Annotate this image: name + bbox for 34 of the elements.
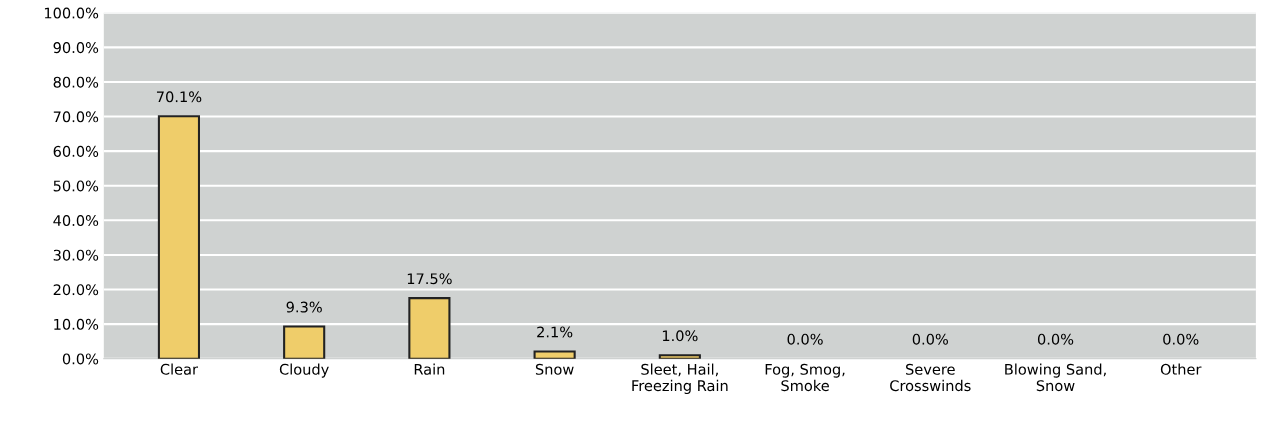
bar xyxy=(283,325,326,359)
data-label: 0.0% xyxy=(912,333,949,345)
data-label: 17.5% xyxy=(407,273,452,285)
x-tick-label: Cloudy xyxy=(279,363,329,378)
bar xyxy=(157,115,201,359)
x-tick-label: Blowing Sand, Snow xyxy=(1005,363,1106,392)
y-tick-label: 80.0% xyxy=(53,76,99,88)
data-label: 2.1% xyxy=(537,326,573,338)
x-tick-label: Severe Crosswinds xyxy=(890,363,971,392)
y-tick-label: 90.0% xyxy=(53,42,99,54)
data-label: 1.0% xyxy=(662,330,698,342)
x-tick-label: Rain xyxy=(414,363,445,375)
y-tick-label: 30.0% xyxy=(53,249,99,261)
bar xyxy=(533,350,576,359)
x-tick-label: Other xyxy=(1160,363,1202,375)
y-tick-label: 40.0% xyxy=(53,215,99,227)
data-label: 9.3% xyxy=(286,301,322,313)
data-label: 0.0% xyxy=(1163,333,1199,345)
y-tick-label: 20.0% xyxy=(53,284,99,296)
data-label: 70.1% xyxy=(156,91,202,103)
x-tick-label: Fog, Smog, Smoke xyxy=(765,363,845,392)
bar xyxy=(408,297,451,359)
data-label: 0.0% xyxy=(1037,333,1074,345)
y-tick-label: 70.0% xyxy=(53,111,99,123)
y-tick-label: 50.0% xyxy=(53,180,99,192)
y-tick-label: 60.0% xyxy=(53,145,99,157)
bar xyxy=(658,354,701,359)
data-label: 0.0% xyxy=(787,333,823,345)
y-tick-label: 100.0% xyxy=(44,7,99,19)
x-tick-label: Snow xyxy=(535,363,574,375)
x-tick-label: Sleet, Hail, Freezing Rain xyxy=(632,363,728,394)
y-tick-label: 0.0% xyxy=(62,353,99,365)
x-tick-label: Clear xyxy=(160,363,199,375)
y-tick-label: 10.0% xyxy=(54,318,99,330)
